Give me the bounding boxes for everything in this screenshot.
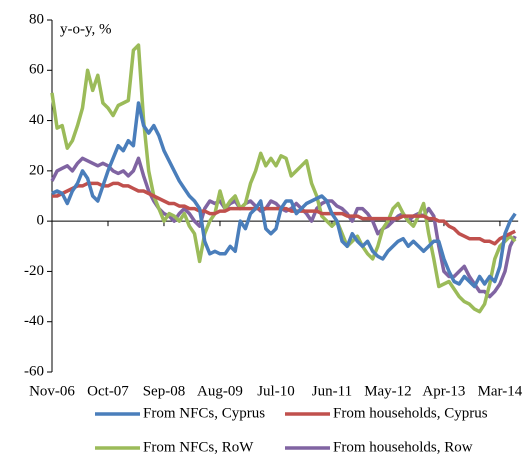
x-tick-label: Nov-06 xyxy=(29,383,75,399)
y-tick-label: -20 xyxy=(24,263,44,279)
y-tick-label: 60 xyxy=(29,62,44,78)
y-tick-label: -60 xyxy=(24,363,44,379)
x-tick-label: Mar-14 xyxy=(478,383,523,399)
x-tick-label: Sep-08 xyxy=(143,383,186,399)
x-tick-label: Oct-07 xyxy=(87,383,129,399)
y-tick-label: 80 xyxy=(29,11,44,27)
series-line xyxy=(52,181,516,246)
legend-label: From households, Cyprus xyxy=(333,405,488,421)
legend-label: From households, Row xyxy=(333,439,473,455)
legend-label: From NFCs, Cyprus xyxy=(143,405,265,421)
series-line xyxy=(50,156,517,299)
y-tick-label: 0 xyxy=(37,213,45,229)
y-tick-label: -40 xyxy=(24,313,44,329)
series-line xyxy=(51,101,517,289)
x-tick-label: Aug-09 xyxy=(197,383,243,399)
x-tick-label: Jun-11 xyxy=(312,383,352,399)
x-tick-label: Apr-13 xyxy=(422,383,465,399)
series-line xyxy=(50,43,517,314)
y-tick-label: 40 xyxy=(29,112,44,128)
annotation: y-o-y, % xyxy=(60,21,112,37)
x-tick-label: Jul-10 xyxy=(257,383,295,399)
legend-label: From NFCs, RoW xyxy=(143,439,254,455)
y-tick-label: 20 xyxy=(29,162,44,178)
x-tick-label: May-12 xyxy=(364,383,412,399)
